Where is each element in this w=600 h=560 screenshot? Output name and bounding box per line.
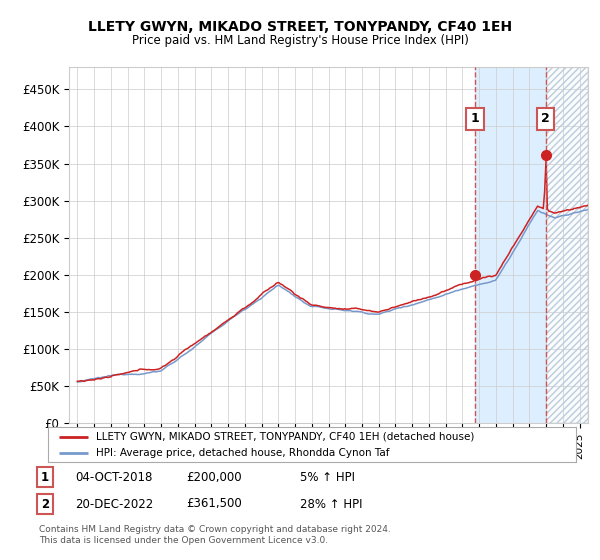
Text: 20-DEC-2022: 20-DEC-2022 bbox=[75, 497, 153, 511]
Text: 1: 1 bbox=[470, 112, 479, 125]
Text: £361,500: £361,500 bbox=[186, 497, 242, 511]
Text: 5% ↑ HPI: 5% ↑ HPI bbox=[300, 470, 355, 484]
Text: £200,000: £200,000 bbox=[186, 470, 242, 484]
Text: 1: 1 bbox=[41, 470, 49, 484]
Text: LLETY GWYN, MIKADO STREET, TONYPANDY, CF40 1EH (detached house): LLETY GWYN, MIKADO STREET, TONYPANDY, CF… bbox=[95, 432, 474, 442]
Text: HPI: Average price, detached house, Rhondda Cynon Taf: HPI: Average price, detached house, Rhon… bbox=[95, 449, 389, 458]
Text: Price paid vs. HM Land Registry's House Price Index (HPI): Price paid vs. HM Land Registry's House … bbox=[131, 34, 469, 46]
Text: Contains HM Land Registry data © Crown copyright and database right 2024.
This d: Contains HM Land Registry data © Crown c… bbox=[39, 525, 391, 545]
Text: 04-OCT-2018: 04-OCT-2018 bbox=[75, 470, 152, 484]
Text: 2: 2 bbox=[41, 497, 49, 511]
Text: LLETY GWYN, MIKADO STREET, TONYPANDY, CF40 1EH: LLETY GWYN, MIKADO STREET, TONYPANDY, CF… bbox=[88, 20, 512, 34]
Text: 2: 2 bbox=[541, 112, 550, 125]
Bar bbox=[475, 67, 545, 423]
Bar bbox=[545, 67, 588, 423]
Text: 28% ↑ HPI: 28% ↑ HPI bbox=[300, 497, 362, 511]
Bar bbox=[545, 67, 588, 423]
Bar bbox=[545, 67, 588, 423]
